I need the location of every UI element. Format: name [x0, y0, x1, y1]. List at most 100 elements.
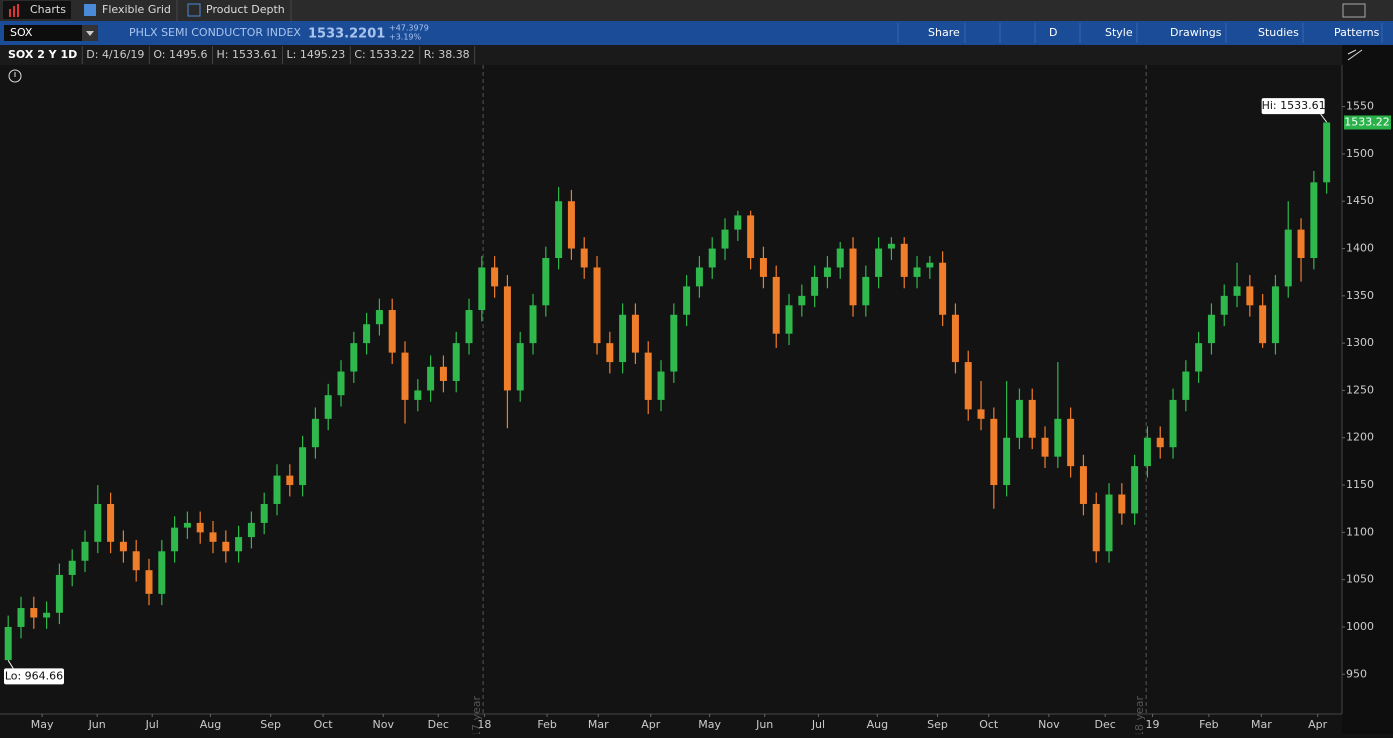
hi-pointer	[1320, 113, 1328, 123]
info-item: O: 1495.6	[153, 48, 207, 61]
candle-body	[196, 522, 204, 533]
candle-body	[542, 257, 550, 306]
patterns-button[interactable]: Patterns	[1334, 26, 1380, 39]
candle-body	[17, 608, 25, 627]
candle-body	[427, 366, 435, 391]
period-button[interactable]: D	[1049, 26, 1057, 39]
candle-body	[631, 314, 639, 353]
candle-body	[68, 560, 76, 575]
tab-label[interactable]: Product Depth	[206, 3, 285, 16]
x-tick-label: Sep	[927, 718, 948, 731]
candle-body	[43, 612, 51, 618]
candle-body	[503, 286, 511, 391]
dropdown-arrow	[86, 31, 94, 36]
candle-body	[465, 310, 473, 344]
candle-body	[30, 608, 38, 618]
candle-body	[107, 503, 115, 542]
candle-body	[337, 371, 345, 396]
candle-body	[235, 537, 243, 552]
change-pct: +3.19%	[389, 33, 422, 42]
x-tick-label: Dec	[428, 718, 449, 731]
candle-body	[862, 276, 870, 306]
candle-body	[939, 262, 947, 315]
tab-active[interactable]	[3, 1, 71, 19]
alert-icon[interactable]	[8, 69, 22, 83]
hi-label: Hi: 1533.61	[1262, 99, 1326, 112]
candle-body	[324, 395, 332, 419]
candle-body	[836, 248, 844, 268]
info-item: H: 1533.61	[217, 48, 278, 61]
candle-body	[260, 503, 268, 523]
candle-body	[1003, 437, 1011, 486]
candle-body	[1323, 122, 1331, 183]
window-button[interactable]	[1342, 3, 1366, 18]
description: PHLX SEMI CONDUCTOR INDEX	[129, 26, 301, 39]
info-item: D: 4/16/19	[86, 48, 144, 61]
symbol-bar	[0, 21, 1393, 45]
candle-body	[1118, 494, 1126, 514]
candle-body	[1015, 399, 1023, 438]
candle-body	[990, 418, 998, 486]
candle-body	[1297, 229, 1305, 258]
x-tick-label: 18	[477, 718, 491, 731]
candle-body	[606, 343, 614, 363]
x-tick-label: Oct	[314, 718, 334, 731]
candle-body	[478, 267, 486, 311]
x-tick-label: Mar	[588, 718, 609, 731]
icon	[13, 6, 15, 17]
candle-body	[657, 371, 665, 400]
candle-body	[55, 574, 63, 613]
y-tick-label: 1400	[1346, 242, 1374, 255]
candle-body	[529, 305, 537, 344]
candle-body	[644, 352, 652, 400]
candle-body	[555, 201, 563, 258]
drawings-button[interactable]: Drawings	[1170, 26, 1222, 39]
candle-body	[452, 343, 460, 381]
candle-body	[1310, 182, 1318, 258]
candle-body	[1041, 437, 1049, 457]
info-item: R: 38.38	[424, 48, 470, 61]
y-tick-label: 1300	[1346, 336, 1374, 349]
tab-label[interactable]: Flexible Grid	[102, 3, 171, 16]
year-label: 2018 year	[1133, 696, 1146, 734]
candle-body	[439, 366, 447, 381]
candle-body	[567, 201, 575, 249]
candle-body	[1156, 437, 1164, 448]
candle-body	[1092, 503, 1100, 552]
candle-body	[849, 248, 857, 306]
candle-body	[1246, 286, 1254, 306]
x-tick-label: Feb	[537, 718, 556, 731]
x-tick-label: Nov	[1038, 718, 1060, 731]
x-tick-label: Apr	[1308, 718, 1328, 731]
x-tick-label: Mar	[1251, 718, 1272, 731]
candle-body	[145, 570, 153, 594]
candle-body	[1054, 418, 1062, 457]
top-bar	[0, 0, 1393, 21]
candle-body	[1271, 286, 1279, 344]
candle-body	[350, 343, 358, 372]
candle-body	[747, 215, 755, 258]
studies-button[interactable]: Studies	[1258, 26, 1299, 39]
change: +47.3979	[389, 24, 429, 33]
y-tick-label: 950	[1346, 667, 1367, 680]
last-price-box	[1344, 115, 1391, 130]
share-button[interactable]: Share	[928, 26, 960, 39]
candle-body	[1182, 371, 1190, 400]
candle-body	[286, 475, 294, 486]
year-label: 2017 year	[470, 696, 483, 734]
candle-body	[273, 475, 281, 504]
candle-body	[132, 551, 140, 571]
candle-body	[926, 262, 934, 268]
style-button[interactable]: Style	[1105, 26, 1133, 39]
candle-body	[1028, 399, 1036, 438]
candle-body	[183, 522, 191, 528]
candle-body	[721, 229, 729, 249]
candle-body	[619, 314, 627, 363]
expand-icon[interactable]	[1347, 49, 1363, 61]
y-tick-label: 1200	[1346, 431, 1374, 444]
symbol-box[interactable]	[4, 25, 98, 41]
tab-label[interactable]: Charts	[30, 3, 66, 16]
x-tick-label: Feb	[1199, 718, 1218, 731]
x-tick-label: Jun	[88, 718, 106, 731]
